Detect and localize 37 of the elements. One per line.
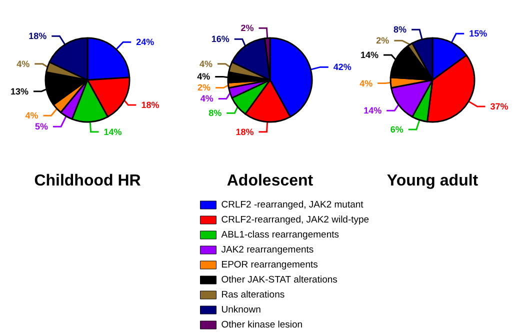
data-label: 24% — [136, 37, 154, 48]
data-label: 4% — [16, 58, 30, 69]
text: Young adult — [386, 172, 479, 190]
data-label: 4% — [197, 72, 210, 82]
legend-label: CRLF2 -rearranged, JAK2 mutant — [221, 200, 364, 210]
data-label: 16% — [211, 34, 230, 44]
data-label: 8% — [394, 24, 407, 35]
legend-label: EPOR rearrangements — [221, 260, 318, 270]
data-label: 18% — [141, 100, 160, 110]
data-label: 14% — [364, 106, 382, 116]
data-label: 42% — [333, 62, 352, 72]
data-label: 18% — [28, 31, 47, 42]
legend-label: Other kinase lesion — [221, 320, 303, 330]
legend-label: Unknown — [221, 304, 261, 316]
data-label: 18% — [236, 126, 254, 137]
data-label: 14% — [104, 126, 122, 137]
data-label: 2% — [376, 36, 390, 46]
data-label: 4% — [200, 94, 214, 104]
legend-label: CRLF2-rearranged, JAK2 wild-type — [221, 214, 370, 226]
data-label: 4% — [360, 78, 373, 88]
text: Adolescent — [226, 172, 314, 190]
text: Childhood HR — [34, 172, 142, 190]
data-label: 2% — [198, 82, 211, 93]
data-label: 8% — [208, 108, 222, 118]
legend-label: ABL1-class rearrangements — [221, 230, 340, 240]
data-label: 14% — [360, 50, 379, 60]
data-label: 13% — [10, 86, 28, 96]
data-label: 4% — [25, 110, 38, 121]
data-label: 6% — [390, 124, 404, 134]
data-label: 4% — [199, 58, 212, 69]
data-label: 15% — [469, 28, 488, 39]
data-label: 37% — [490, 101, 508, 112]
legend-label: Ras alterations — [221, 290, 285, 300]
data-label: 5% — [35, 122, 48, 132]
legend-label: Other JAK-STAT alterations — [221, 274, 338, 286]
data-label: 2% — [240, 23, 254, 34]
legend-label: JAK2 rearrangements — [221, 244, 314, 256]
